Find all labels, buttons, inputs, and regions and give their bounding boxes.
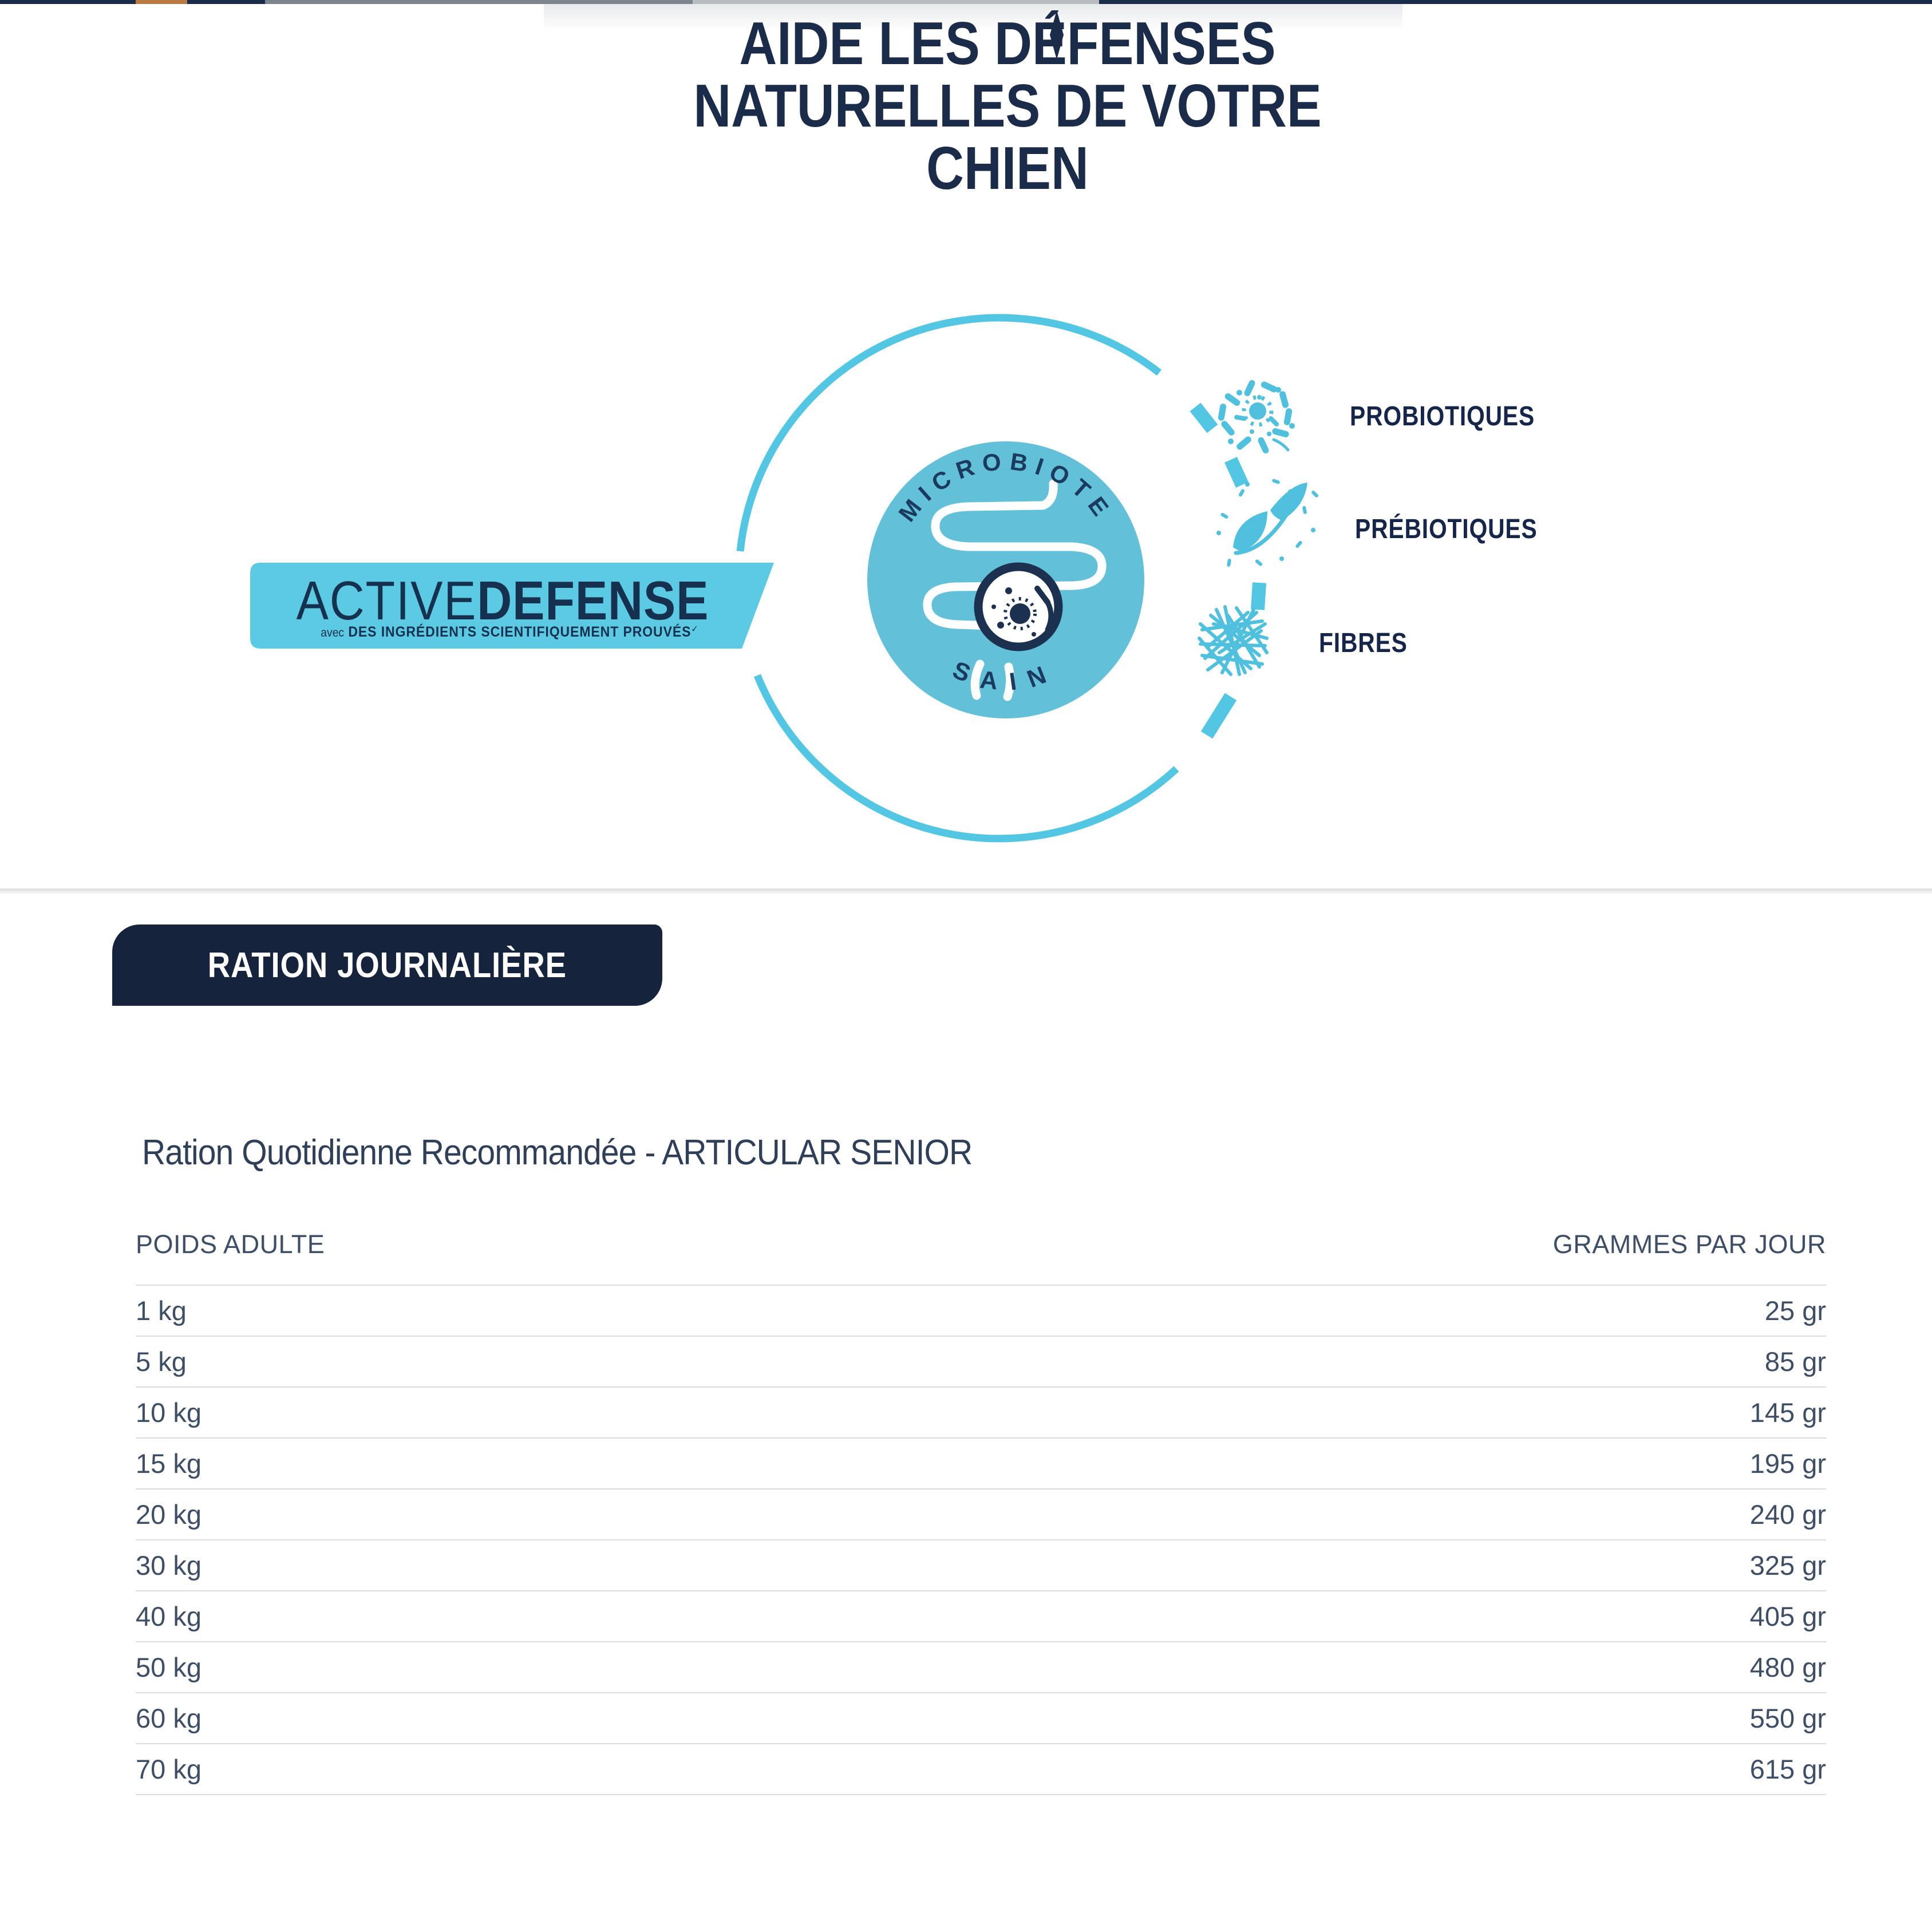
active-defense-banner: ACTIVEDEFENSE avec DES INGRÉDIENTS SCIEN… [250, 563, 774, 649]
weight-cell: 40 kg [136, 1601, 202, 1631]
weight-cell: 50 kg [136, 1652, 202, 1682]
table-row: 15 kg 195 gr [136, 1437, 1826, 1488]
weight-cell: 5 kg [136, 1346, 187, 1377]
intestine-icon [923, 479, 1107, 701]
feature-label-prebiotiques: PRÉBIOTIQUES [1355, 514, 1538, 544]
top-cutoff-strip [0, 0, 1932, 4]
weight-cell: 10 kg [136, 1397, 202, 1428]
table-row: 5 kg 85 gr [136, 1336, 1826, 1386]
feature-label-probiotiques: PROBIOTIQUES [1350, 401, 1535, 432]
weight-cell: 20 kg [136, 1499, 202, 1530]
ration-journaliere-label: RATION JOURNALIÈRE [207, 945, 567, 985]
top-strip-gray-segment [265, 0, 693, 4]
table-row: 60 kg 550 gr [136, 1692, 1826, 1743]
table-row: 40 kg 405 gr [136, 1590, 1826, 1641]
column-header-poids: POIDS ADULTE [136, 1230, 325, 1259]
weight-cell: 1 kg [136, 1295, 187, 1326]
grams-cell: 615 gr [1749, 1754, 1826, 1784]
grams-cell: 325 gr [1749, 1550, 1826, 1581]
microbiome-diagram: ACTIVEDEFENSE avec DES INGRÉDIENTS SCIEN… [250, 314, 1318, 843]
weight-cell: 70 kg [136, 1754, 202, 1784]
microbiote-sain-badge: MICROBIOTE SAIN [867, 441, 1144, 718]
ration-journaliere-tab[interactable]: RATION JOURNALIÈRE [112, 924, 662, 1006]
feature-label-fibres: FIBRES [1319, 628, 1408, 658]
bacteria-cluster-icon [1218, 380, 1295, 454]
banner-tagline: avec DES INGRÉDIENTS SCIENTIFIQUEMENT PR… [321, 623, 698, 640]
leaves-icon [1216, 479, 1318, 567]
weight-cell: 30 kg [136, 1550, 202, 1581]
page-title-line-1: AIDE LES DÉFENSES [739, 10, 1276, 77]
ring-arc-top [736, 314, 1161, 552]
top-strip-orange-segment [136, 0, 187, 4]
ration-table-title: Ration Quotidienne Recommandée - ARTICUL… [142, 1133, 973, 1172]
table-row: 50 kg 480 gr [136, 1641, 1826, 1692]
top-strip-lightgray-segment [693, 0, 1099, 4]
grams-cell: 550 gr [1749, 1703, 1826, 1733]
table-header-row: POIDS ADULTE GRAMMES PAR JOUR [136, 1225, 1826, 1285]
grams-cell: 85 gr [1764, 1346, 1826, 1377]
section-divider [0, 888, 1932, 895]
top-shadow [544, 4, 1402, 31]
grams-cell: 195 gr [1749, 1448, 1826, 1479]
banner-shape [250, 563, 774, 649]
grams-cell: 480 gr [1749, 1652, 1826, 1682]
ring-arc-bottom [753, 674, 1179, 843]
ration-table: POIDS ADULTE GRAMMES PAR JOUR 1 kg 25 gr… [136, 1225, 1826, 1795]
banner-brand: ACTIVEDEFENSE [297, 570, 709, 631]
table-row: 20 kg 240 gr [136, 1488, 1826, 1539]
grams-cell: 405 gr [1749, 1601, 1826, 1631]
table-row: 10 kg 145 gr [136, 1386, 1826, 1437]
column-header-grammes: GRAMMES PAR JOUR [1552, 1230, 1826, 1259]
fiber-ball-icon [1198, 605, 1269, 676]
weight-cell: 15 kg [136, 1448, 202, 1479]
grams-cell: 25 gr [1764, 1295, 1826, 1326]
dashed-arc [1190, 402, 1266, 739]
grams-cell: 240 gr [1749, 1499, 1826, 1530]
table-row: 70 kg 615 gr [136, 1743, 1826, 1795]
page-title: AIDE LES DÉFENSES NATURELLES DE VOTRE CH… [215, 13, 1800, 200]
weight-cell: 60 kg [136, 1703, 202, 1733]
page-title-line-2: NATURELLES DE VOTRE [693, 72, 1322, 140]
bacteria-magnifier-icon [974, 562, 1063, 651]
table-row: 30 kg 325 gr [136, 1539, 1826, 1590]
page-title-line-3: CHIEN [926, 135, 1089, 202]
grams-cell: 145 gr [1749, 1397, 1826, 1428]
table-row: 1 kg 25 gr [136, 1285, 1826, 1336]
